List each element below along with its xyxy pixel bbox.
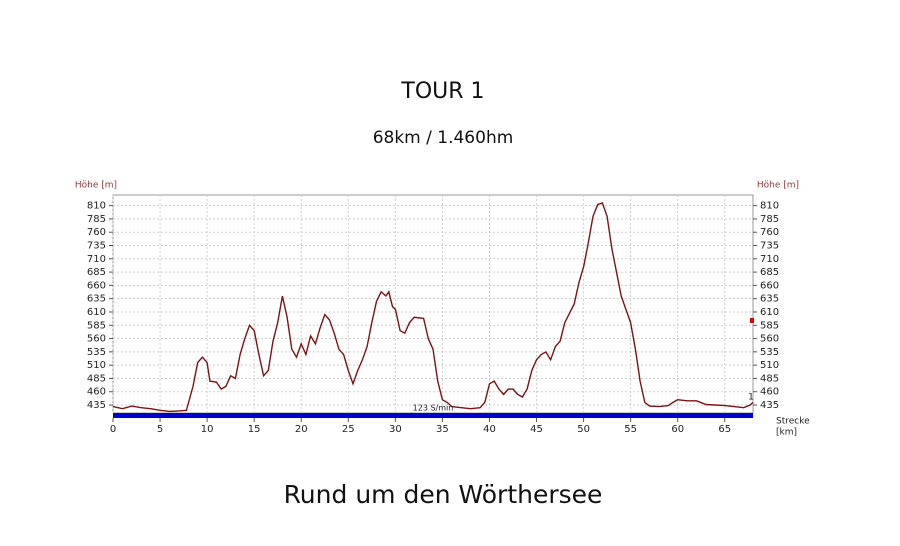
y-tick-label: 635 [87, 294, 106, 305]
elevation-line [112, 202, 754, 413]
y-tick-label: 435 [87, 400, 106, 411]
end-label: 1 [748, 393, 754, 403]
y-tick-label: 460 [87, 387, 106, 398]
y-tick-label: 510 [87, 360, 106, 371]
x-tick-label: 5 [157, 424, 163, 435]
chart-title: TOUR 1 [400, 79, 484, 104]
x-tick-label: 40 [483, 424, 496, 435]
marker [750, 318, 754, 323]
x-tick-label: 0 [110, 424, 116, 435]
y-tick-label: 735 [87, 241, 106, 252]
y-tick-label: 660 [87, 280, 106, 291]
chart-subtitle: 68km / 1.460hm [373, 128, 514, 148]
x-tick-label: 50 [577, 424, 590, 435]
y-axis-label: Höhe [m] [75, 181, 117, 191]
y2-tick-label: 660 [760, 280, 779, 291]
y2-axis-label: Höhe [m] [757, 181, 799, 191]
y2-tick-label: 810 [760, 201, 779, 212]
y-tick-label: 485 [87, 373, 106, 384]
x-axis-label: Strecke [776, 417, 810, 427]
y-tick-label: 560 [87, 334, 106, 345]
y2-tick-label: 485 [760, 373, 779, 384]
cadence-bar [113, 413, 753, 418]
plot-layer [112, 195, 754, 413]
y2-tick-label: 585 [760, 320, 779, 331]
y2-tick-label: 760 [760, 227, 779, 238]
y2-tick-label: 535 [760, 347, 779, 358]
x-axis-label: [km] [776, 428, 797, 438]
y2-tick-label: 635 [760, 294, 779, 305]
x-tick-label: 45 [530, 424, 543, 435]
caption: Rund um den Wörthersee [284, 480, 603, 509]
y2-tick-label: 560 [760, 334, 779, 345]
y2-tick-label: 435 [760, 400, 779, 411]
y2-tick-label: 460 [760, 387, 779, 398]
x-tick-label: 20 [295, 424, 308, 435]
x-tick-label: 10 [201, 424, 214, 435]
y-tick-label: 685 [87, 267, 106, 278]
x-tick-label: 35 [436, 424, 449, 435]
x-tick-label: 15 [248, 424, 261, 435]
x-tick-label: 30 [389, 424, 402, 435]
y2-tick-label: 685 [760, 267, 779, 278]
y-tick-label: 610 [87, 307, 106, 318]
annotation: 123 S/min [413, 404, 454, 413]
x-tick-label: 55 [624, 424, 637, 435]
y2-tick-label: 785 [760, 214, 779, 225]
y-tick-label: 760 [87, 227, 106, 238]
y2-tick-label: 710 [760, 254, 779, 265]
x-tick-label: 60 [671, 424, 684, 435]
x-tick-label: 25 [342, 424, 355, 435]
y-tick-label: 810 [87, 201, 106, 212]
y2-tick-label: 510 [760, 360, 779, 371]
y-tick-label: 785 [87, 214, 106, 225]
y-tick-label: 585 [87, 320, 106, 331]
y-tick-label: 710 [87, 254, 106, 265]
plot-area [112, 194, 754, 414]
y2-tick-label: 610 [760, 307, 779, 318]
y2-tick-label: 735 [760, 241, 779, 252]
x-tick-label: 65 [718, 424, 731, 435]
y-tick-label: 535 [87, 347, 106, 358]
